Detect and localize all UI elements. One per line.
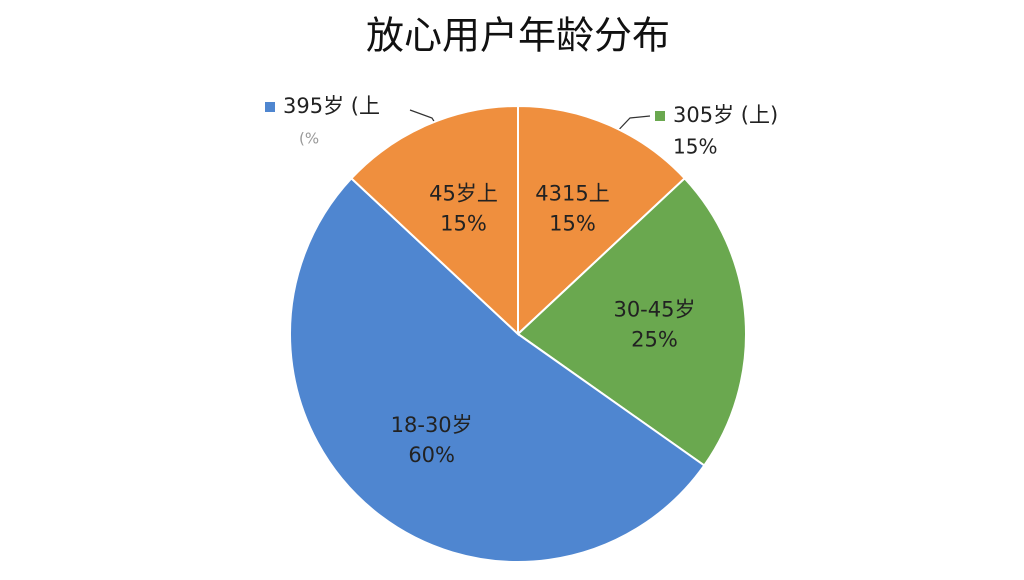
chart-title: 放心用户年龄分布	[366, 14, 670, 58]
annotation-sub: (%	[299, 130, 319, 148]
slice-label: 4315上	[535, 182, 609, 206]
slice-label: 18-30岁	[391, 413, 473, 437]
labels: 4315上 15% 30-45岁 25% 18-30岁 60% 45岁上 15% 395岁 (上…	[265, 94, 778, 467]
value-label: 15%	[440, 212, 487, 236]
pie-slice	[517, 104, 687, 337]
pie-slice	[516, 176, 747, 467]
pie	[289, 104, 747, 563]
value-label: 15%	[549, 212, 596, 236]
slice-label: 45岁上	[429, 182, 498, 206]
pie-slice	[289, 176, 706, 563]
slice-label: 30-45岁	[613, 298, 695, 322]
pie-slice	[349, 104, 519, 337]
value-label: 25%	[631, 328, 678, 352]
annotation: 305岁 (上)	[673, 103, 778, 127]
legend-marker	[655, 111, 665, 121]
value-label: 60%	[408, 443, 455, 467]
legend-marker	[265, 102, 275, 112]
annotation: 395岁 (上	[283, 94, 380, 118]
annotation-sub: 15%	[673, 135, 717, 159]
